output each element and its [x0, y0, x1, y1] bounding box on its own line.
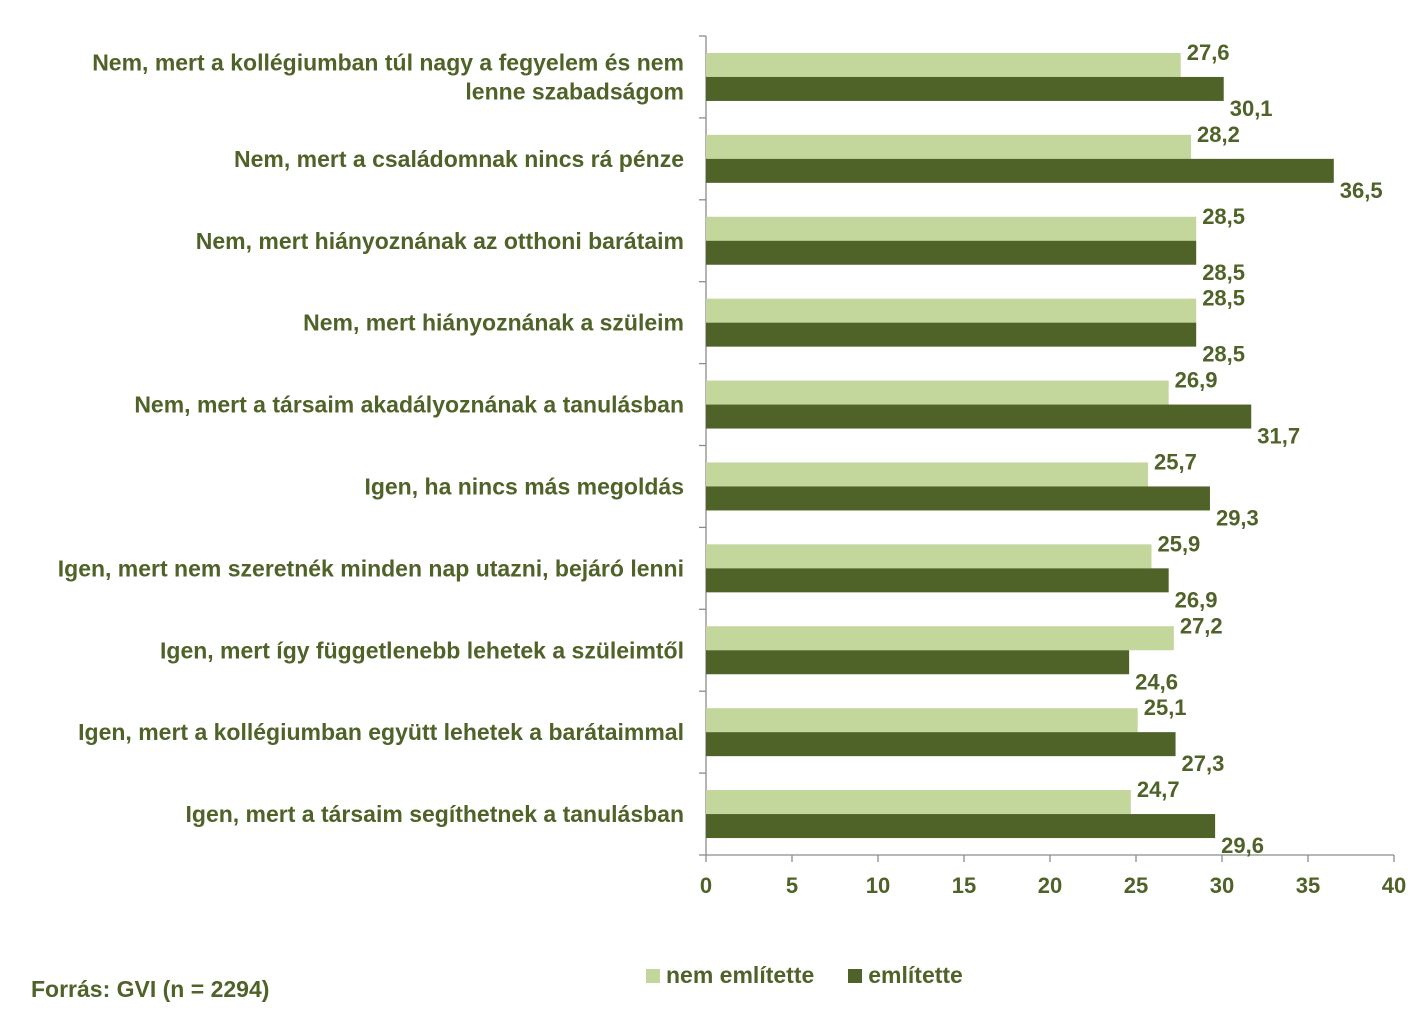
bar-emlitette — [706, 76, 1224, 101]
bar-nem-emlitette — [706, 298, 1197, 323]
bar-nem-emlitette — [706, 380, 1169, 405]
bar-chart: 0 5 10 15 20 25 30 35 40 27,6 30,1 Nem, mert a koll… — [58, 35, 1406, 898]
category-label: Nem, mert hiányoznának az otthoni baráta… — [196, 228, 684, 254]
x-tick-label: 15 — [952, 873, 976, 898]
x-tick-label: 30 — [1210, 873, 1234, 898]
bar-emlitette — [706, 814, 1216, 839]
legend-swatch-emlitette — [848, 968, 863, 983]
bar-emlitette — [706, 404, 1252, 429]
data-label-nem-emlitette: 24,7 — [1137, 777, 1180, 802]
bar-nem-emlitette — [706, 52, 1181, 77]
category-label-line: lenne szabadságom — [465, 78, 684, 104]
data-label-emlitette: 31,7 — [1257, 424, 1300, 449]
category-label: Nem, mert hiányoznának a szüleim — [303, 310, 684, 336]
category-label-line: Igen, mert a társaim segíthetnek a tanul… — [186, 801, 685, 827]
data-label-nem-emlitette: 25,7 — [1154, 449, 1197, 474]
category-label: Igen, mert így függetlenebb lehetek a sz… — [160, 637, 684, 663]
category-label-line: Igen, ha nincs más megoldás — [364, 473, 684, 499]
bar-emlitette — [706, 322, 1197, 347]
data-label-nem-emlitette: 27,6 — [1187, 40, 1230, 65]
bar-nem-emlitette — [706, 544, 1152, 569]
legend-item-emlitette: említette — [848, 962, 963, 989]
legend-item-nem-emlitette: nem említette — [646, 962, 814, 989]
category-label-line: Nem, mert a családomnak nincs rá pénze — [234, 146, 684, 172]
data-label-emlitette: 30,1 — [1230, 96, 1273, 121]
data-label-emlitette: 28,5 — [1202, 342, 1245, 367]
data-label-nem-emlitette: 28,2 — [1197, 122, 1240, 147]
data-label-nem-emlitette: 25,9 — [1157, 531, 1200, 556]
legend-label-nem-emlitette: nem említette — [666, 962, 815, 988]
source-note: Forrás: GVI (n = 2294) — [31, 976, 270, 1002]
bar-emlitette — [706, 568, 1169, 593]
category-label: Igen, ha nincs más megoldás — [364, 473, 684, 499]
x-tick-label: 5 — [786, 873, 798, 898]
bar-nem-emlitette — [706, 134, 1192, 159]
data-label-nem-emlitette: 27,2 — [1180, 613, 1223, 638]
bar-emlitette — [706, 732, 1176, 757]
bar-emlitette — [706, 158, 1334, 183]
x-tick-label: 20 — [1038, 873, 1062, 898]
bar-nem-emlitette — [706, 708, 1138, 733]
data-label-emlitette: 28,5 — [1202, 260, 1245, 285]
category-label-line: Igen, mert a kollégiumban együtt lehetek… — [78, 719, 684, 745]
category-label-line: Nem, mert hiányoznának a szüleim — [303, 310, 684, 336]
x-tick-label: 40 — [1382, 873, 1406, 898]
x-tick-label: 35 — [1296, 873, 1320, 898]
bar-emlitette — [706, 486, 1210, 511]
category-label: Igen, mert a kollégiumban együtt lehetek… — [78, 719, 684, 745]
x-tick-label: 0 — [700, 873, 712, 898]
bar-nem-emlitette — [706, 216, 1197, 241]
category-label-line: Nem, mert hiányoznának az otthoni baráta… — [196, 228, 684, 254]
bar-emlitette — [706, 650, 1130, 675]
data-label-emlitette: 36,5 — [1340, 178, 1383, 203]
bar-nem-emlitette — [706, 462, 1149, 487]
category-label: Igen, mert a társaim segíthetnek a tanul… — [186, 801, 685, 827]
data-label-nem-emlitette: 25,1 — [1144, 695, 1187, 720]
bar-emlitette — [706, 240, 1197, 265]
chart-legend: nem említette említette — [646, 962, 997, 989]
legend-swatch-nem-emlitette — [646, 968, 660, 983]
data-label-emlitette: 29,6 — [1221, 833, 1264, 858]
x-tick-label: 10 — [866, 873, 890, 898]
x-tick-label: 25 — [1124, 873, 1148, 898]
category-label-line: Igen, mert így függetlenebb lehetek a sz… — [160, 637, 684, 663]
data-label-emlitette: 27,3 — [1182, 751, 1225, 776]
data-label-nem-emlitette: 28,5 — [1202, 286, 1245, 311]
category-label-line: Igen, mert nem szeretnék minden nap utaz… — [58, 555, 684, 581]
data-label-nem-emlitette: 26,9 — [1175, 368, 1218, 393]
category-label-line: Nem, mert a társaim akadályoznának a tan… — [134, 392, 684, 418]
legend-label-emlitette: említette — [868, 962, 963, 988]
bar-nem-emlitette — [706, 626, 1174, 651]
data-label-nem-emlitette: 28,5 — [1202, 204, 1245, 229]
data-label-emlitette: 24,6 — [1135, 669, 1178, 694]
category-label: Nem, mert a családomnak nincs rá pénze — [234, 146, 684, 172]
category-label: Nem, mert a kollégiumban túl nagy a fegy… — [92, 49, 684, 104]
data-label-emlitette: 29,3 — [1216, 505, 1259, 530]
data-label-emlitette: 26,9 — [1175, 587, 1218, 612]
category-label: Igen, mert nem szeretnék minden nap utaz… — [58, 555, 684, 581]
bar-nem-emlitette — [706, 790, 1131, 815]
category-label-line: Nem, mert a kollégiumban túl nagy a fegy… — [92, 49, 684, 75]
category-label: Nem, mert a társaim akadályoznának a tan… — [134, 392, 684, 418]
